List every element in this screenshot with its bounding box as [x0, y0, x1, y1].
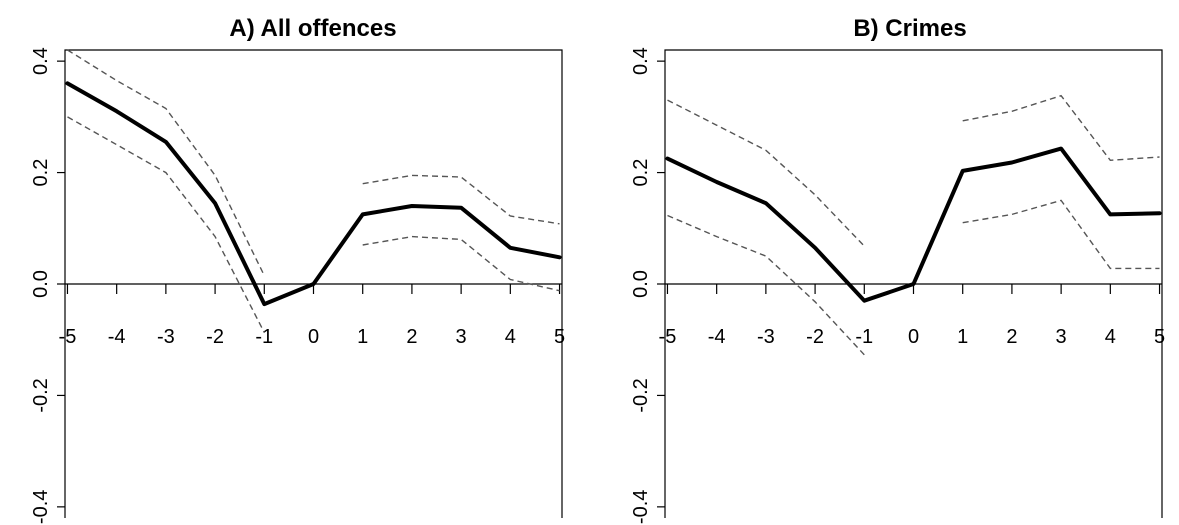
y-tick-label: -0.2	[630, 378, 652, 412]
y-tick-label: 0.4	[30, 47, 52, 75]
lower-ci-line	[67, 116, 560, 333]
y-tick-label: -0.2	[30, 378, 52, 412]
x-tick-label: -2	[806, 326, 824, 348]
panel-title: A) All offences	[229, 15, 396, 42]
x-tick-label: 4	[1105, 326, 1116, 348]
estimate-line	[665, 146, 1162, 303]
x-tick-label: 0	[308, 326, 319, 348]
y-tick-label: 0.0	[630, 270, 652, 298]
x-tick-label: -3	[157, 326, 175, 348]
y-tick-label: -0.4	[30, 490, 52, 524]
y-tick-label: 0.2	[630, 159, 652, 187]
upper-ci-line	[667, 94, 1160, 247]
panel-all-offences: A) All offences -0.4 -0.2 0.0 0.2 0.4 -5 -4 -3 -…	[30, 15, 565, 524]
x-tick-label: 3	[1056, 326, 1067, 348]
x-tick-label: -4	[708, 326, 726, 348]
y-tick-label: 0.4	[630, 47, 652, 75]
x-tick-label: -5	[659, 326, 677, 348]
x-tick-label: 2	[1006, 326, 1017, 348]
panel-title: B) Crimes	[853, 15, 966, 42]
x-tick-label: 5	[1154, 326, 1165, 348]
estimate-line	[65, 81, 562, 307]
x-tick-label: 4	[505, 326, 516, 348]
y-tick-label: -0.4	[630, 490, 652, 524]
x-tick-label: 0	[908, 326, 919, 348]
lower-ci-line	[667, 199, 1160, 356]
panel-crimes: B) Crimes -0.4 -0.2 0.0 0.2 0.4 -5 -4 -3 -2 -1 0 1 2…	[630, 15, 1165, 524]
x-tick-label: -1	[255, 326, 273, 348]
x-tick-label: 1	[357, 326, 368, 348]
y-tick-label: 0.0	[30, 270, 52, 298]
x-tick-label: -3	[757, 326, 775, 348]
x-tick-label: 3	[456, 326, 467, 348]
x-tick-label: 1	[957, 326, 968, 348]
x-tick-label: 2	[406, 326, 417, 348]
x-tick-label: -2	[206, 326, 224, 348]
y-tick-label: 0.2	[30, 159, 52, 187]
x-tick-label: 5	[554, 326, 565, 348]
upper-ci-line	[67, 49, 560, 276]
x-tick-label: -5	[59, 326, 77, 348]
x-tick-label: -1	[855, 326, 873, 348]
x-tick-label: -4	[108, 326, 126, 348]
